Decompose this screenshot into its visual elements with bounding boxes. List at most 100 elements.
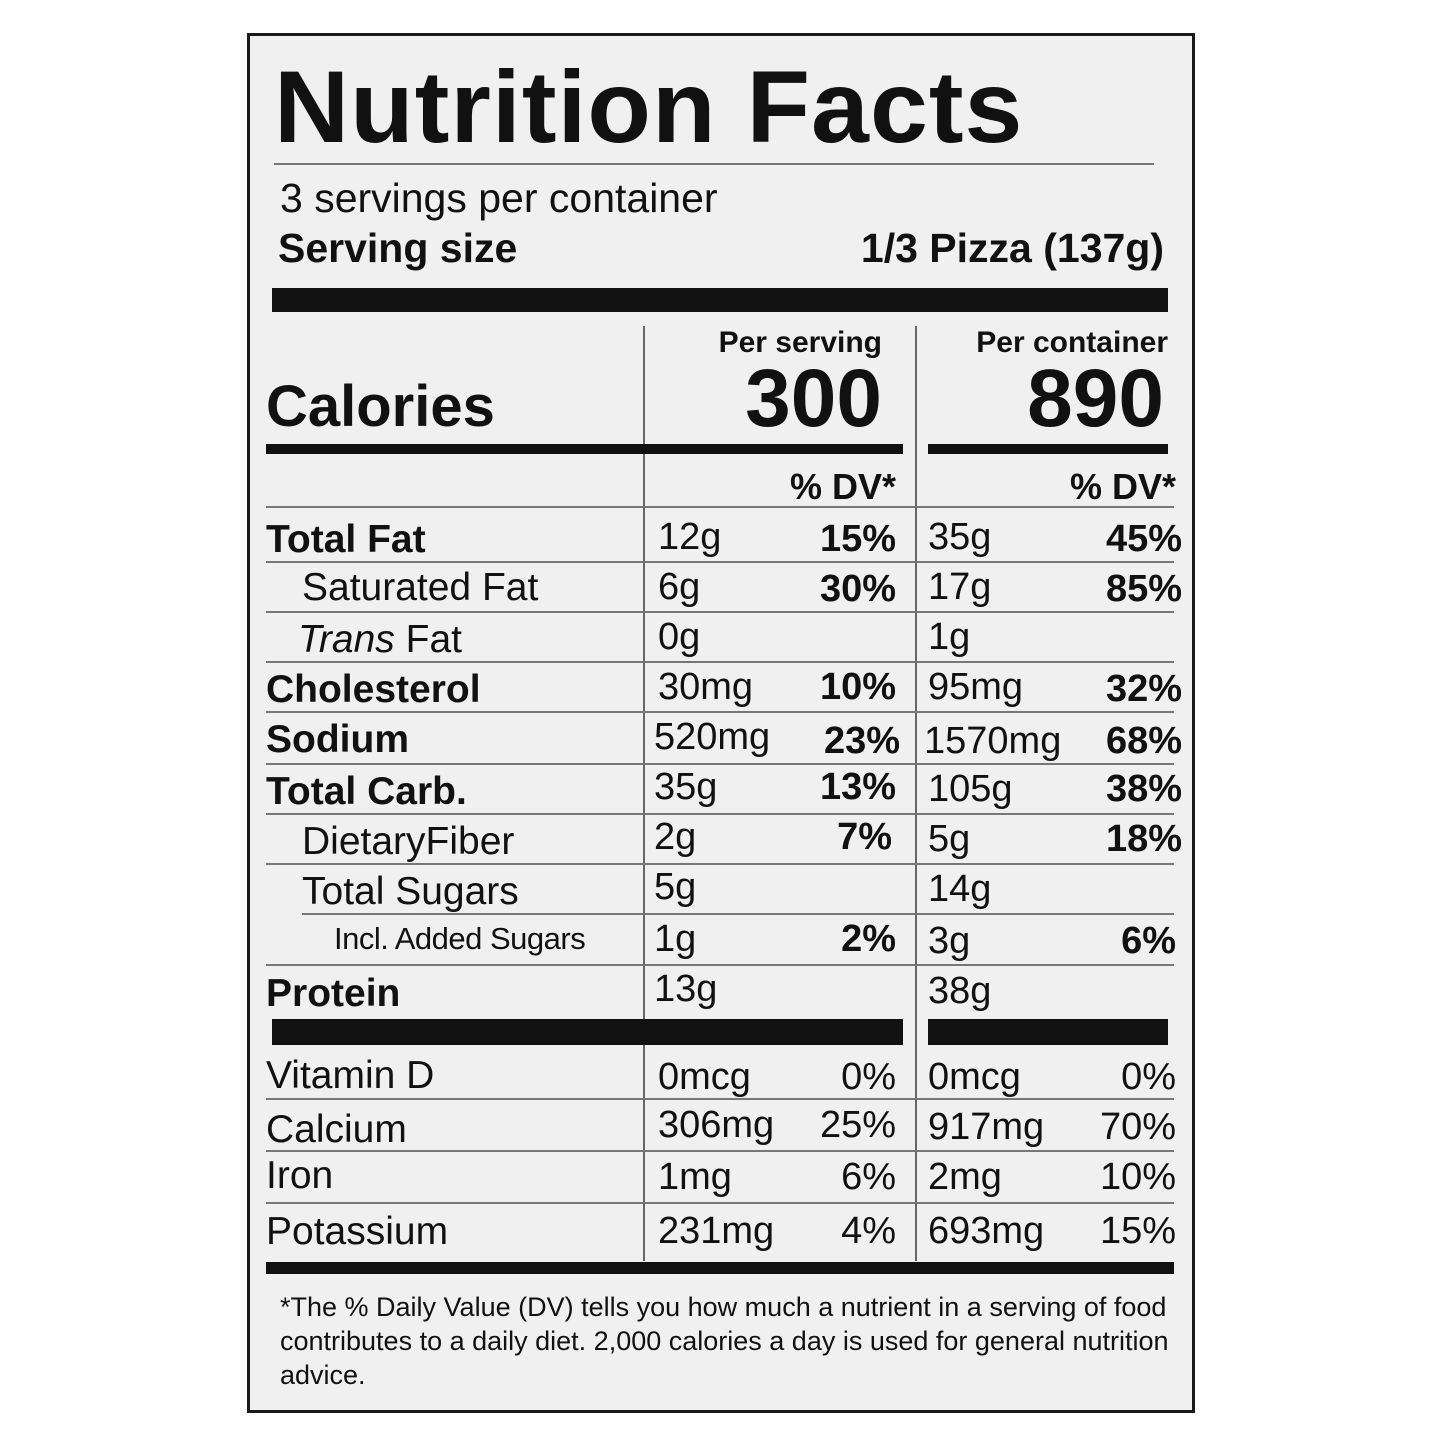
- nutrient-label: Saturated Fat: [302, 566, 539, 609]
- container-dv: 45%: [1105, 518, 1182, 560]
- servings-per-container: 3 servings per container: [280, 175, 718, 221]
- row-divider: [266, 763, 1174, 765]
- nutrient-label: Total Fat: [266, 518, 426, 561]
- label-title: Nutrition Facts: [274, 50, 1024, 164]
- calories-divider-right: [928, 444, 1168, 454]
- serving-amount: 520mg: [654, 716, 771, 758]
- trans-rest: Fat: [394, 618, 462, 661]
- per-serving-header: Per serving: [718, 326, 882, 359]
- dv-header-container: % DV*: [1069, 466, 1176, 507]
- serving-dv: 6%: [841, 1156, 896, 1198]
- serving-dv: 13%: [819, 766, 896, 808]
- row-divider: [266, 1098, 1174, 1100]
- container-amount: 105g: [928, 768, 1013, 810]
- thick-divider-footnote: [266, 1262, 1174, 1274]
- serving-dv: 7%: [837, 816, 892, 858]
- row-divider: [266, 561, 1174, 563]
- serving-size-label: Serving size: [278, 225, 518, 271]
- vitamin-label: Potassium: [266, 1210, 449, 1253]
- thick-divider-top: [272, 288, 1168, 312]
- serving-dv: 30%: [819, 568, 896, 610]
- serving-dv: 15%: [819, 518, 896, 560]
- nutrition-facts-label: Nutrition Facts 3 servings per container…: [247, 33, 1195, 1413]
- calories-per-serving: 300: [745, 353, 882, 444]
- calories-per-container: 890: [1027, 353, 1164, 444]
- row-divider: [266, 964, 1174, 966]
- container-dv: 70%: [1099, 1106, 1176, 1148]
- serving-dv: 0%: [841, 1056, 896, 1098]
- row-divider: [266, 1150, 1174, 1152]
- container-amount: 2mg: [928, 1156, 1002, 1198]
- vitamin-label: Calcium: [266, 1108, 407, 1151]
- serving-amount: 6g: [658, 566, 701, 608]
- thick-divider-vitamins-left: [272, 1019, 903, 1045]
- serving-amount: 30mg: [658, 666, 754, 708]
- container-dv: 0%: [1121, 1056, 1176, 1098]
- serving-dv: 23%: [823, 720, 900, 762]
- container-dv: 68%: [1105, 720, 1182, 762]
- daily-value-footnote: *The % Daily Value (DV) tells you how mu…: [280, 1292, 1169, 1390]
- calories-divider-left: [266, 444, 903, 454]
- serving-amount: 1g: [654, 918, 697, 960]
- container-dv: 6%: [1121, 920, 1176, 962]
- container-dv: 38%: [1105, 768, 1182, 810]
- serving-amount: 231mg: [658, 1210, 775, 1252]
- nutrient-label: Protein: [266, 972, 401, 1015]
- column-divider-1: [643, 326, 645, 1261]
- row-divider: [266, 1202, 1174, 1204]
- per-container-header: Per container: [976, 326, 1168, 359]
- serving-amount: 1mg: [658, 1156, 732, 1198]
- thick-divider-vitamins-right: [928, 1019, 1168, 1045]
- container-amount: 35g: [928, 516, 992, 558]
- nutrient-label: DietaryFiber: [302, 820, 515, 863]
- serving-amount: 0g: [658, 616, 701, 658]
- calories-label: Calories: [266, 374, 495, 439]
- container-amount: 693mg: [928, 1210, 1045, 1252]
- vitamin-label: Iron: [266, 1154, 334, 1197]
- row-divider: [266, 661, 1174, 663]
- nutrient-label: Cholesterol: [266, 668, 481, 711]
- serving-amount: 0mcg: [658, 1056, 751, 1098]
- container-amount: 3g: [928, 920, 971, 962]
- container-amount: 1g: [928, 616, 971, 658]
- container-amount: 17g: [928, 566, 992, 608]
- column-divider-2: [915, 326, 917, 1261]
- serving-dv: 4%: [841, 1210, 896, 1252]
- nutrient-label: Total Sugars: [302, 870, 519, 913]
- nutrient-label: Incl. Added Sugars: [334, 921, 586, 956]
- vitamin-label: Vitamin D: [266, 1054, 435, 1097]
- serving-amount: 2g: [654, 816, 697, 858]
- container-amount: 1570mg: [924, 720, 1062, 762]
- dv-header-divider: [266, 506, 1174, 508]
- row-divider: [266, 813, 1174, 815]
- row-divider: [302, 913, 1174, 915]
- nutrient-label: Sodium: [266, 718, 409, 761]
- row-divider: [266, 611, 1174, 613]
- container-amount: 38g: [928, 970, 992, 1012]
- serving-size-value: 1/3 Pizza (137g): [860, 225, 1164, 271]
- container-dv: 15%: [1099, 1210, 1176, 1252]
- nutrient-label: Trans Fat: [298, 620, 462, 659]
- serving-dv: 10%: [819, 666, 896, 708]
- serving-dv: 2%: [841, 918, 896, 960]
- serving-amount: 35g: [654, 766, 718, 808]
- container-dv: 32%: [1105, 668, 1182, 710]
- row-divider: [266, 711, 1174, 713]
- nutrient-label: Total Carb.: [266, 770, 467, 813]
- container-amount: 5g: [928, 818, 971, 860]
- container-amount: 95mg: [928, 666, 1024, 708]
- container-amount: 14g: [928, 868, 992, 910]
- container-dv: 18%: [1105, 818, 1182, 860]
- container-dv: 10%: [1099, 1156, 1176, 1198]
- serving-dv: 25%: [819, 1104, 896, 1146]
- dv-header-serving: % DV*: [789, 466, 896, 507]
- row-divider: [266, 863, 1174, 865]
- serving-amount: 306mg: [658, 1104, 775, 1146]
- trans-italic: Trans: [298, 618, 395, 661]
- serving-amount: 12g: [658, 516, 722, 558]
- serving-amount: 5g: [654, 866, 697, 908]
- container-amount: 917mg: [928, 1106, 1045, 1148]
- serving-amount: 13g: [654, 968, 718, 1010]
- container-amount: 0mcg: [928, 1056, 1021, 1098]
- title-divider: [274, 163, 1154, 165]
